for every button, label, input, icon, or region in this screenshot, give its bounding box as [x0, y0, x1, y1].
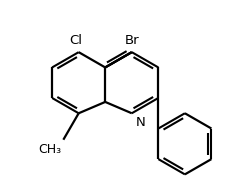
Text: Cl: Cl — [69, 34, 82, 47]
Text: Br: Br — [124, 34, 139, 47]
Text: N: N — [136, 116, 145, 129]
Text: CH₃: CH₃ — [38, 143, 61, 156]
